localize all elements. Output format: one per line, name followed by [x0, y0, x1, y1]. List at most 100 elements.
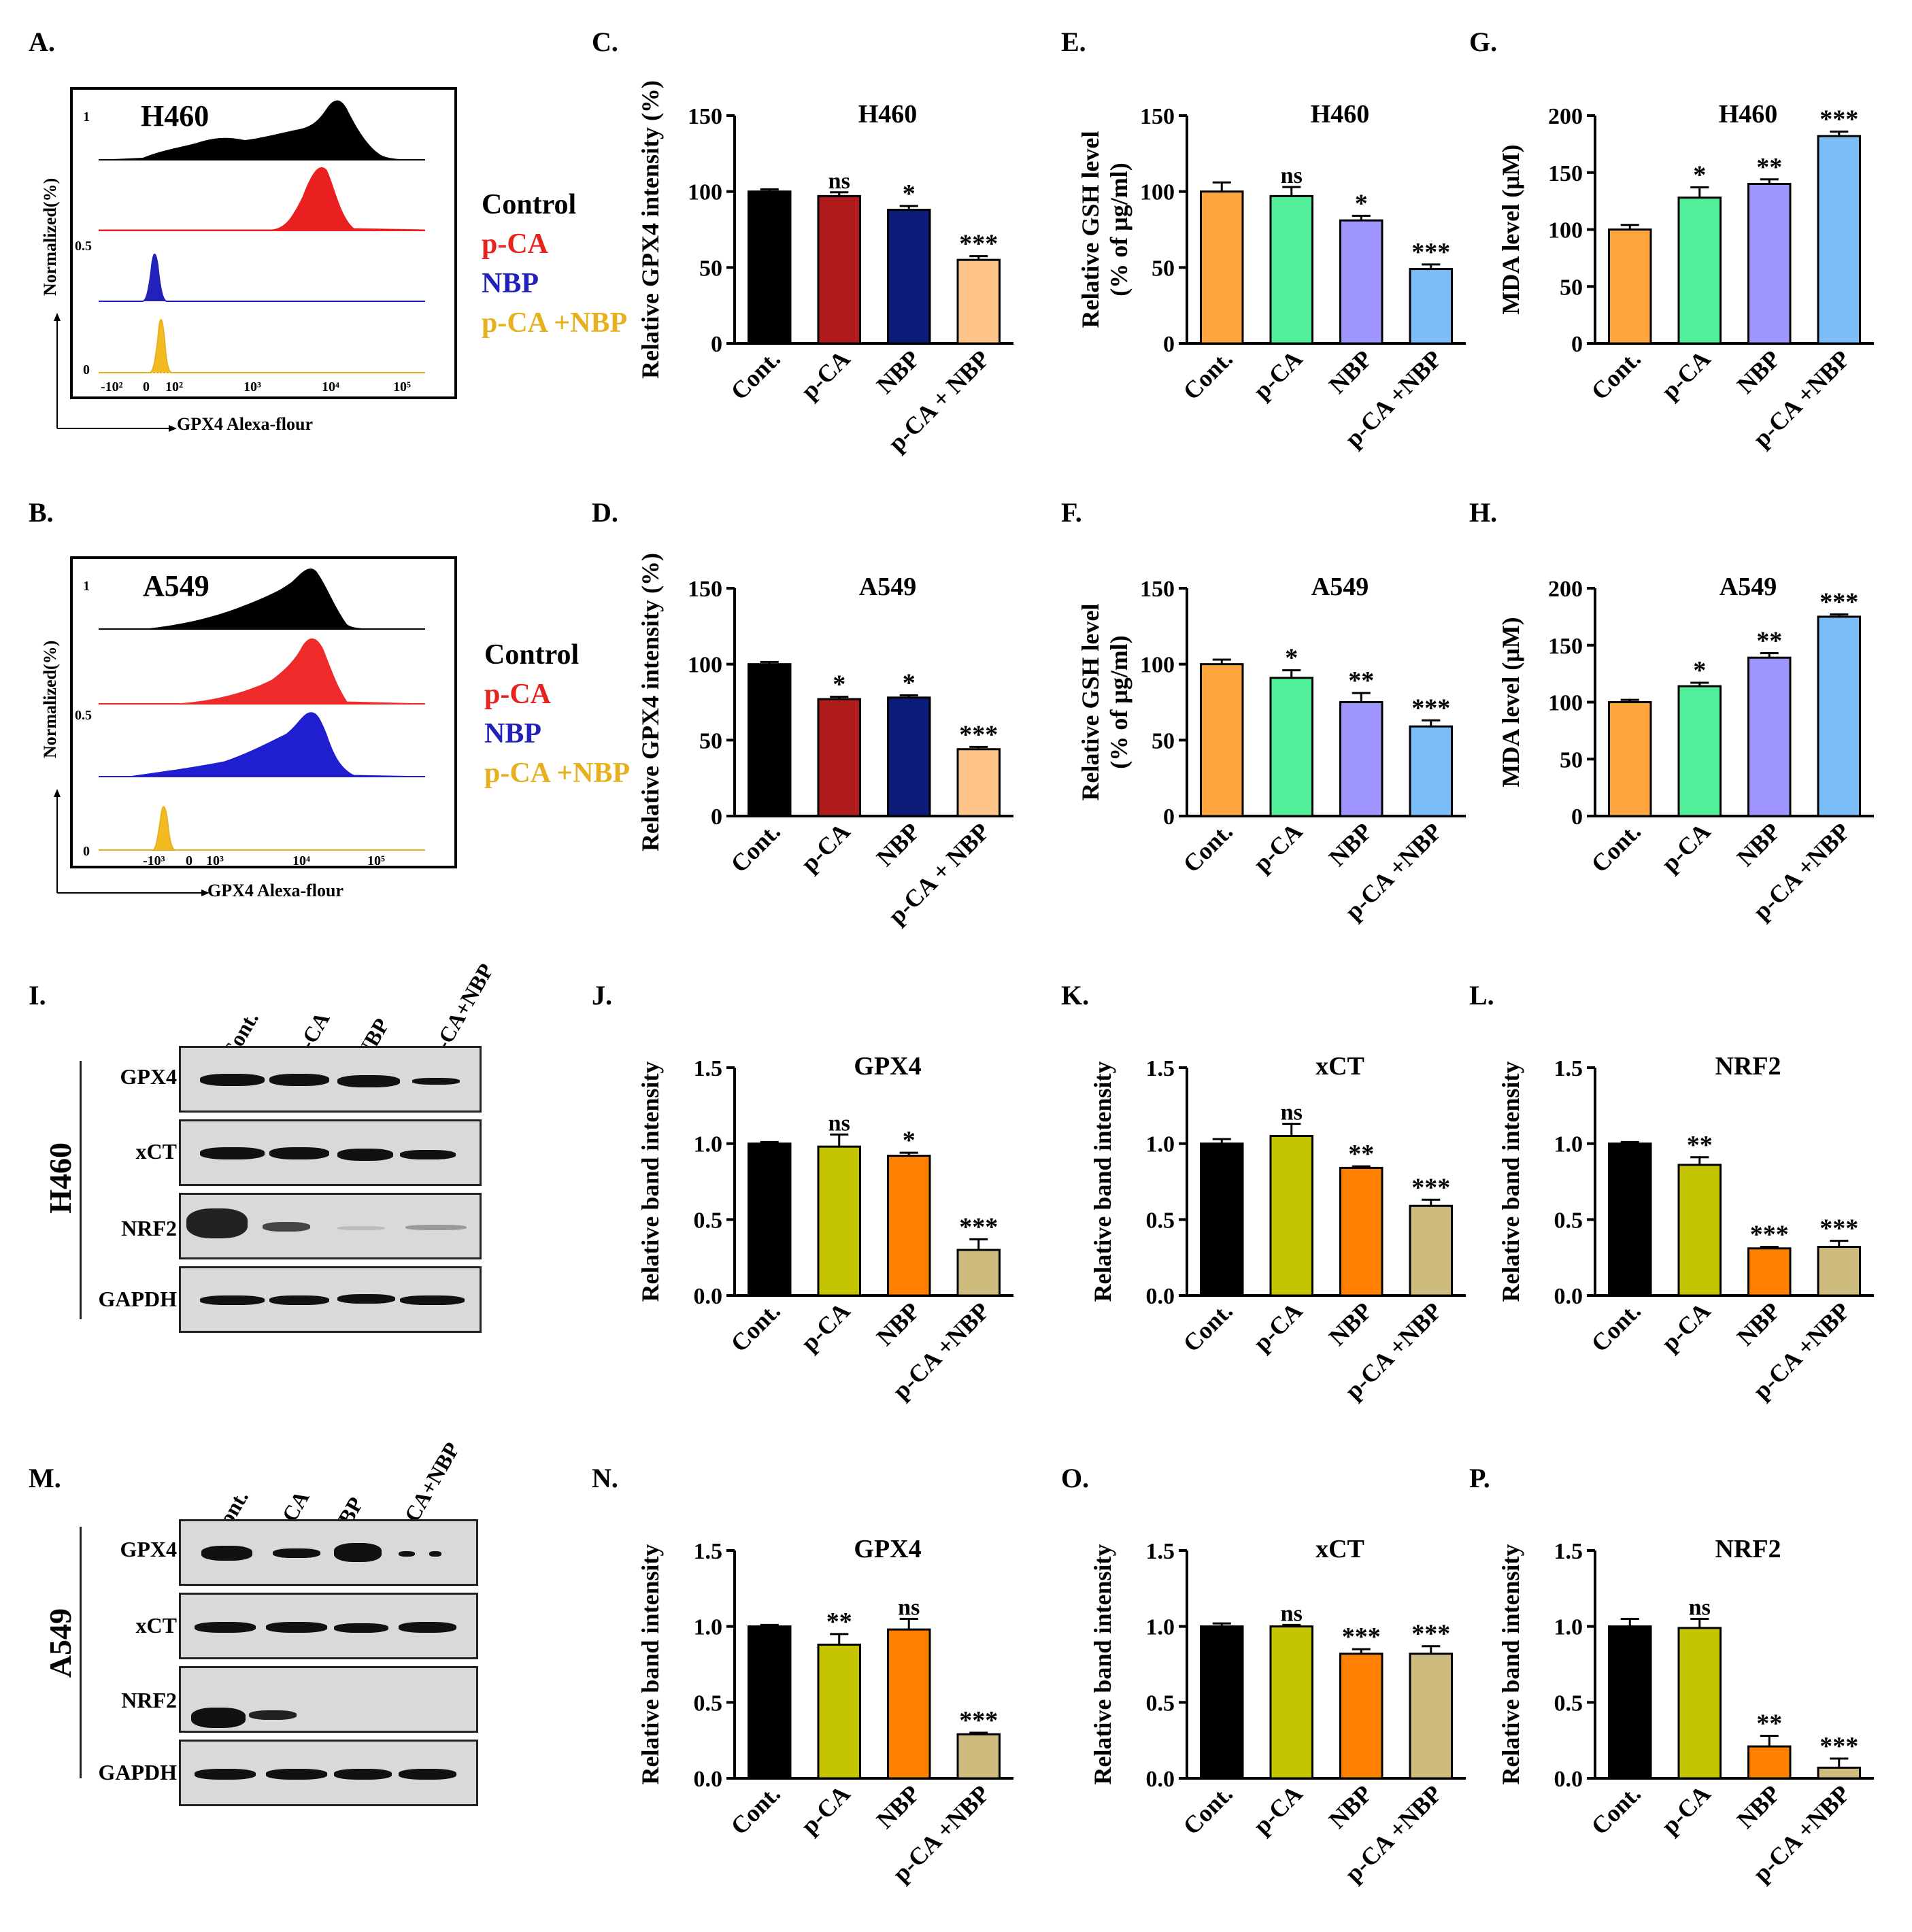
bar — [1817, 135, 1861, 345]
significance-label: ** — [1756, 1709, 1782, 1738]
legend-combo: p-CA +NBP — [482, 307, 628, 339]
y-tick-label: 50 — [1152, 728, 1175, 753]
y-tick-label: 1.0 — [694, 1132, 723, 1157]
x-tick-label: p-CA — [1248, 1297, 1308, 1357]
bar — [1608, 228, 1652, 345]
flow-ytick: 0 — [83, 362, 90, 377]
panel-label-p: P. — [1469, 1463, 1490, 1493]
significance-label: ns — [1281, 1100, 1303, 1125]
y-tick-label: 100 — [1548, 691, 1583, 716]
significance-label: ** — [1756, 153, 1782, 182]
x-tick-label: NBP — [1324, 1297, 1377, 1351]
significance-label: *** — [959, 1706, 998, 1735]
x-tick-label: NBP — [871, 345, 925, 399]
significance-label: *** — [959, 720, 998, 749]
blot-strip-gpx4 — [179, 1519, 478, 1586]
y-tick-label: 0.5 — [694, 1208, 723, 1233]
bar — [1409, 725, 1453, 817]
x-tick-label: Cont. — [726, 817, 786, 877]
blot-row-label: GAPDH — [98, 1287, 177, 1311]
bar-chart-d: A549 0 50 100 150 Relative GPX4 intensity (%)… — [637, 553, 1013, 930]
cell-line-label-m: A549 — [43, 1608, 78, 1678]
significance-label: * — [1355, 189, 1368, 218]
y-tick-label: 0 — [1163, 804, 1175, 830]
y-tick-label: 1.5 — [1554, 1056, 1583, 1081]
x-tick-label: p-CA — [1248, 817, 1308, 877]
y-axis-label: Relative band intensity — [1089, 1544, 1116, 1784]
blot-strip-nrf2 — [179, 1193, 482, 1259]
bar — [1200, 663, 1244, 817]
significance-label: *** — [1819, 105, 1858, 133]
blot-strip-xct — [179, 1593, 478, 1659]
significance-label: *** — [1411, 238, 1450, 267]
flow-xtick: 10⁵ — [367, 853, 385, 868]
bar — [1200, 1142, 1244, 1297]
significance-label: *** — [1819, 1215, 1858, 1243]
x-tick-label: NBP — [1732, 1780, 1785, 1833]
significance-label: ns — [1689, 1595, 1711, 1621]
flow-ytick: 1 — [83, 109, 90, 124]
y-tick-label: 100 — [688, 653, 722, 678]
bar — [956, 258, 1001, 345]
panel-label-c: C. — [592, 27, 618, 57]
flow-ylabel-b: Normalized(%) — [41, 641, 60, 758]
panel-label-a: A. — [29, 27, 55, 57]
significance-label: *** — [1750, 1221, 1789, 1249]
significance-label: ** — [1756, 626, 1782, 655]
significance-label: *** — [1411, 1620, 1450, 1648]
bar — [1269, 1135, 1313, 1297]
significance-label: ns — [1281, 1601, 1303, 1626]
y-axis-label-line2: (% of μg/ml) — [1105, 635, 1133, 768]
legend-control: Control — [484, 639, 580, 671]
y-tick-label: 200 — [1548, 104, 1583, 129]
x-tick-label: p-CA — [1656, 345, 1716, 405]
y-tick-label: 0 — [1571, 332, 1583, 357]
y-tick-label: 0.0 — [1146, 1767, 1175, 1792]
panel-label-k: K. — [1061, 980, 1090, 1011]
y-axis-label: Relative GSH level — [1077, 131, 1104, 328]
bar — [1200, 190, 1244, 345]
y-tick-label: 1.5 — [1554, 1539, 1583, 1564]
y-tick-label: 0 — [711, 332, 722, 357]
y-tick-label: 150 — [688, 104, 722, 129]
x-tick-label: NBP — [1732, 345, 1785, 399]
bar — [1747, 1745, 1792, 1780]
flow-peak-combo — [99, 806, 425, 851]
y-axis-label-line2: (% of μg/ml) — [1105, 163, 1133, 296]
y-tick-label: 100 — [688, 180, 722, 205]
bar — [1409, 1204, 1453, 1297]
x-tick-label: p-CA — [796, 1780, 856, 1840]
blot-row-label: NRF2 — [121, 1216, 177, 1240]
significance-label: ** — [1348, 1140, 1374, 1168]
flow-peak-control — [99, 100, 425, 160]
y-axis-label: Relative GSH level — [1077, 604, 1104, 801]
bar — [1339, 219, 1383, 345]
x-tick-label: p-CA — [1248, 1780, 1308, 1840]
flow-peak-pca — [99, 167, 426, 231]
blot-row-label: xCT — [135, 1613, 177, 1638]
significance-label: * — [903, 1126, 916, 1155]
bar — [817, 1643, 861, 1780]
panel-label-n: N. — [592, 1463, 618, 1493]
x-tick-label: Cont. — [726, 1297, 786, 1357]
bracket-line — [80, 1061, 82, 1319]
y-tick-label: 50 — [1560, 275, 1583, 300]
flow-frame — [70, 87, 457, 399]
blot-strip-gapdh — [179, 1266, 482, 1333]
flow-xtick: 10⁴ — [322, 379, 339, 394]
y-tick-label: 100 — [1140, 180, 1175, 205]
chart-title: H460 — [1311, 100, 1370, 129]
y-tick-label: 1.0 — [1554, 1132, 1583, 1157]
legend-nbp: NBP — [484, 718, 541, 749]
y-tick-label: 150 — [1548, 161, 1583, 186]
panel-label-b: B. — [29, 497, 54, 528]
bar — [1339, 1166, 1383, 1297]
blot-row-label: GPX4 — [120, 1537, 177, 1561]
significance-label: ** — [826, 1608, 852, 1636]
y-tick-label: 1.0 — [1146, 1615, 1175, 1640]
panel-label-m: M. — [29, 1463, 61, 1493]
flow-peak-control — [99, 568, 425, 629]
panel-label-l: L. — [1469, 980, 1494, 1011]
y-tick-label: 150 — [1140, 104, 1175, 129]
significance-label: *** — [1819, 1732, 1858, 1761]
